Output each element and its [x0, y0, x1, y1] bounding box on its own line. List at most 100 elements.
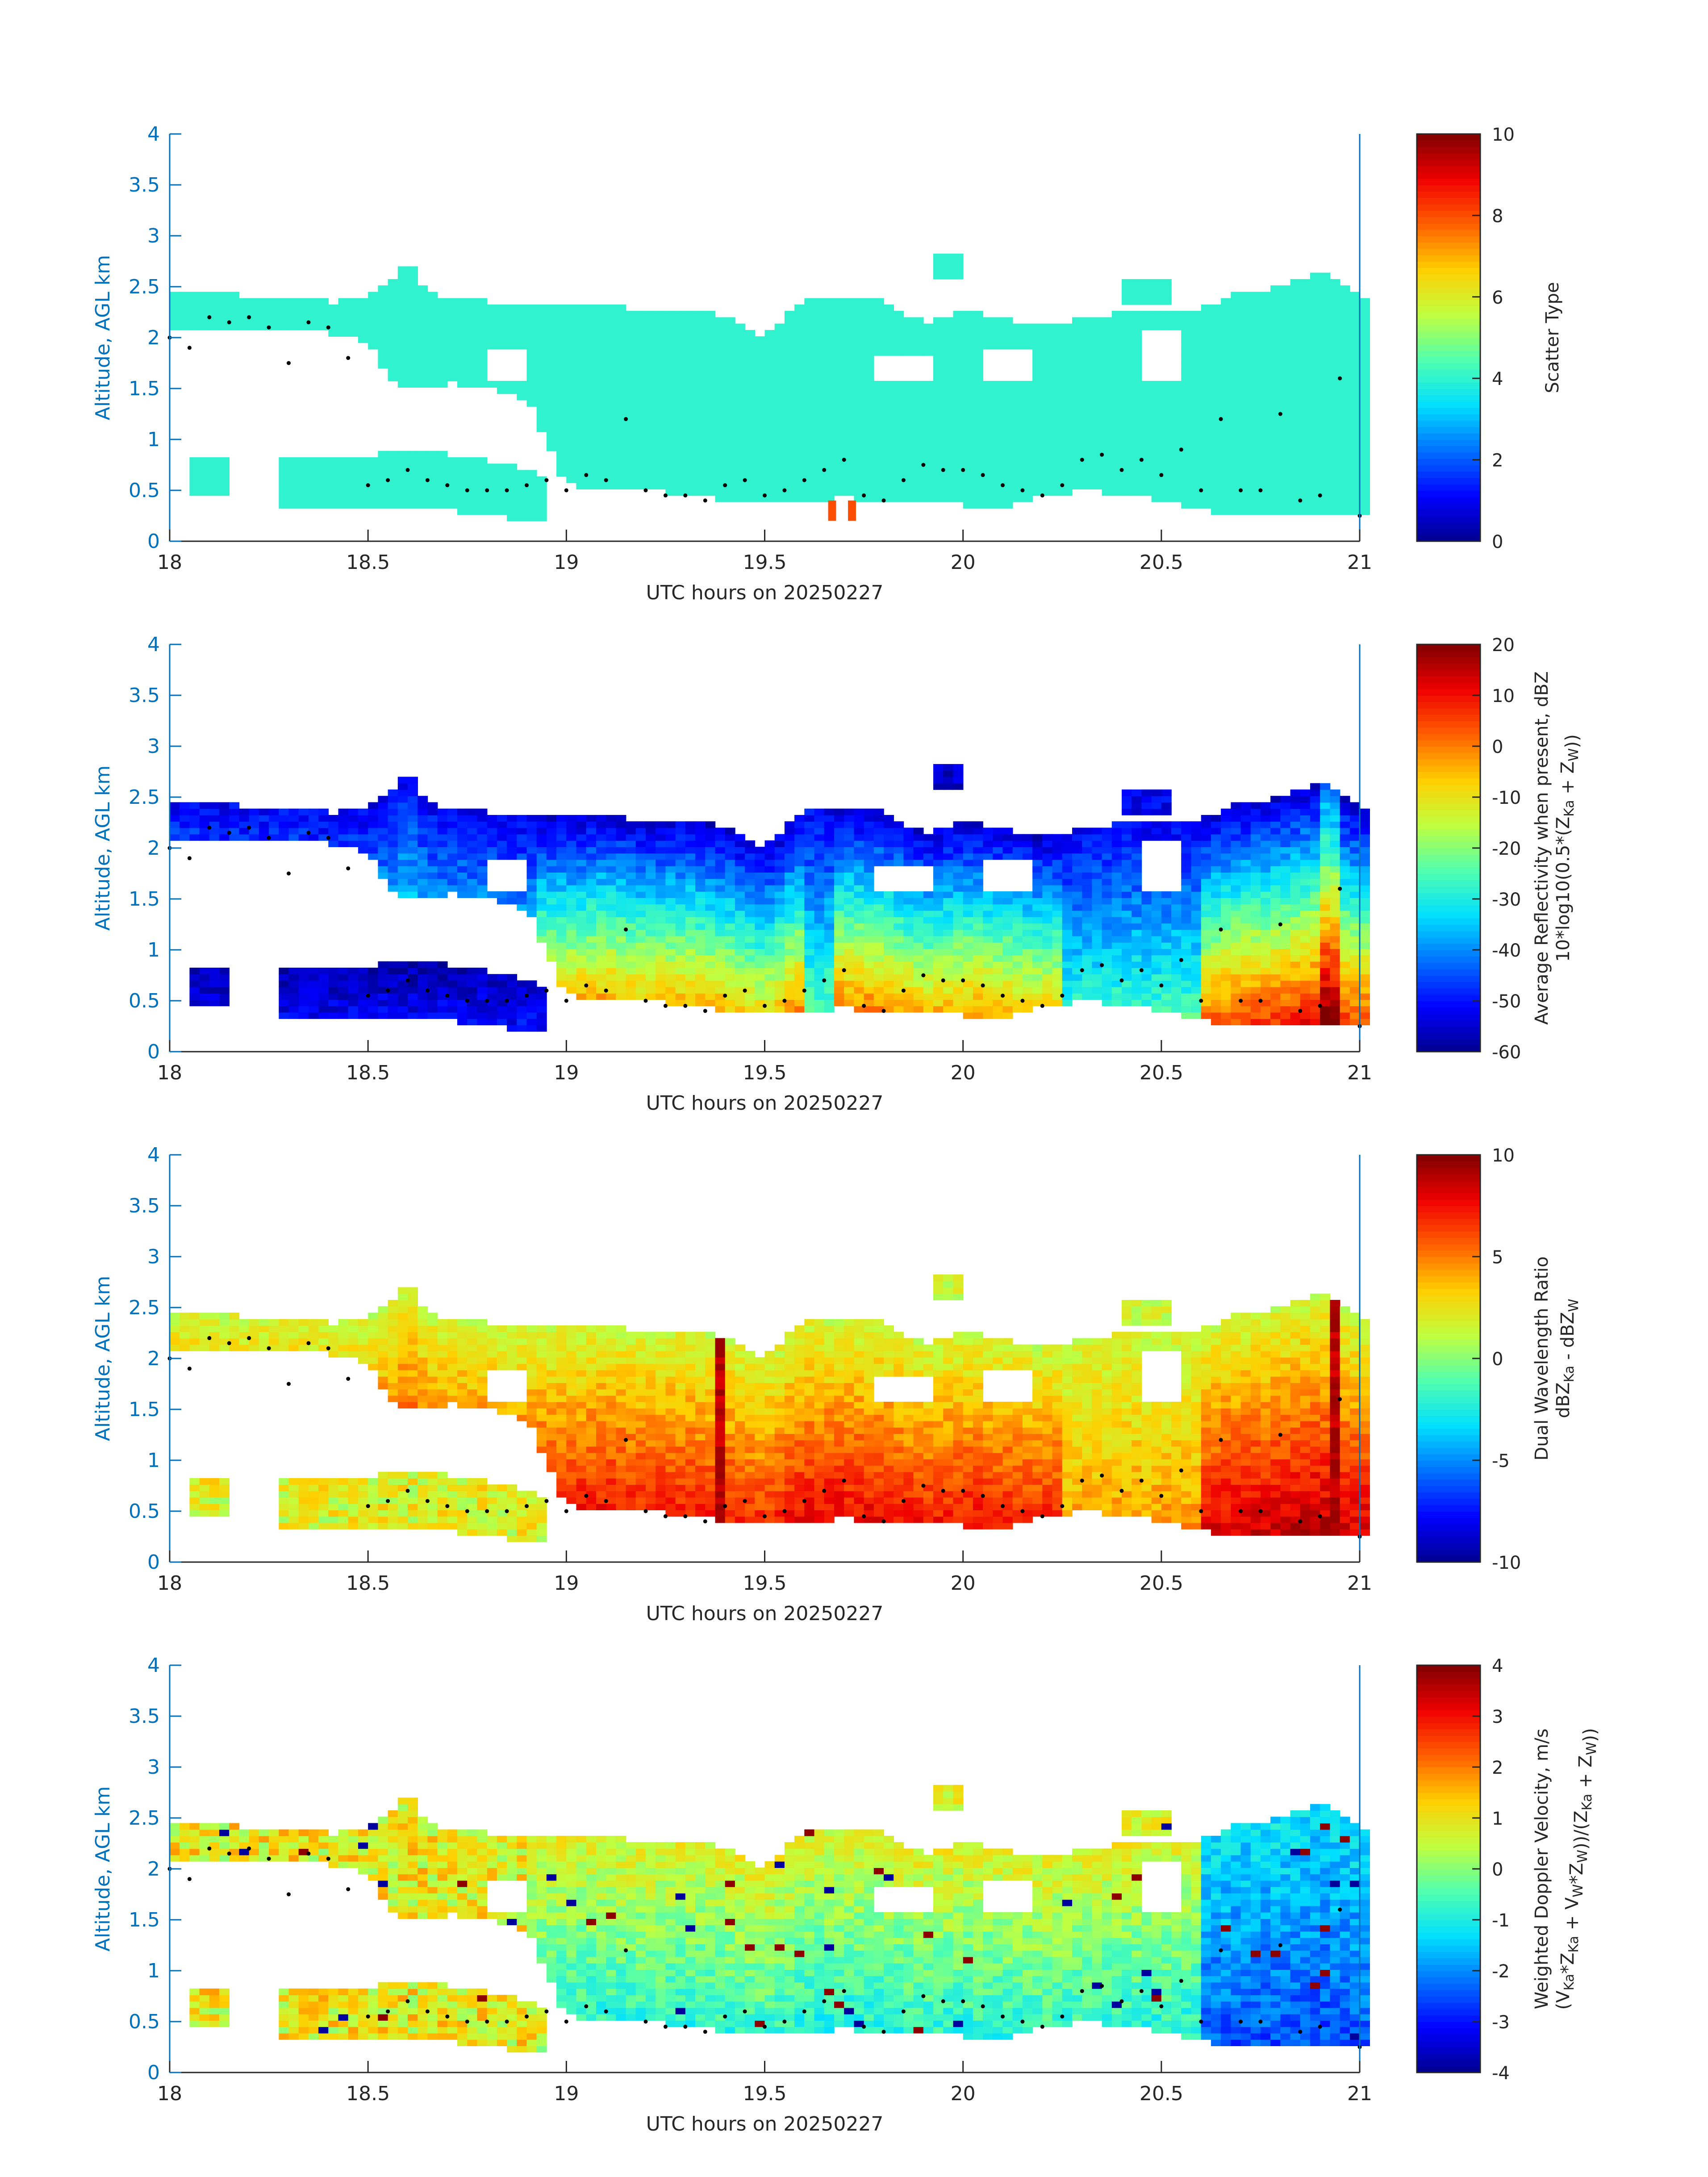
heatmap-cell	[1181, 451, 1192, 458]
heatmap-cell	[745, 387, 756, 394]
heatmap-cell	[1340, 501, 1350, 509]
heatmap-cell	[397, 967, 408, 974]
heatmap-cell	[903, 457, 914, 464]
heatmap-cell	[715, 343, 726, 350]
heatmap-cell	[338, 834, 349, 841]
heatmap-cell	[219, 464, 230, 471]
heatmap-cell	[1161, 298, 1172, 305]
heatmap-cell	[229, 323, 240, 330]
track-dot	[643, 488, 648, 493]
heatmap-cell	[873, 330, 884, 337]
heatmap-cell	[993, 419, 1003, 426]
heatmap-cell	[497, 1012, 507, 1019]
heatmap-cell	[824, 425, 835, 432]
heatmap-cell	[993, 380, 1003, 388]
heatmap-cell	[477, 815, 488, 822]
heatmap-cell	[556, 349, 567, 356]
heatmap-cell	[1141, 393, 1152, 401]
heatmap-cell	[1211, 482, 1221, 489]
heatmap-cell	[388, 298, 398, 305]
heatmap-cell	[596, 317, 606, 324]
heatmap-cell	[695, 853, 706, 860]
heatmap-cell	[378, 827, 388, 835]
heatmap-cell	[656, 955, 666, 962]
heatmap-cell	[606, 380, 617, 388]
heatmap-cell	[745, 349, 756, 356]
heatmap-cell	[675, 865, 686, 873]
heatmap-cell	[526, 834, 537, 841]
heatmap-cell	[239, 317, 250, 324]
heatmap-cell	[1111, 368, 1122, 375]
heatmap-cell	[1072, 362, 1082, 369]
heatmap-cell	[626, 482, 636, 489]
heatmap-cell	[308, 476, 319, 483]
heatmap-cell	[774, 444, 785, 451]
heatmap-cell	[873, 311, 884, 318]
heatmap-cell	[864, 910, 874, 917]
heatmap-cell	[873, 464, 884, 471]
heatmap-cell	[338, 967, 349, 974]
heatmap-cell	[764, 470, 775, 477]
heatmap-cell	[1320, 482, 1331, 489]
heatmap-cell	[834, 413, 844, 420]
heatmap-cell	[1290, 285, 1301, 292]
heatmap-cell	[1132, 355, 1142, 362]
heatmap-cell	[1349, 336, 1360, 343]
heatmap-cell	[1310, 457, 1320, 464]
heatmap-cell	[1330, 457, 1341, 464]
heatmap-cell	[1310, 431, 1320, 439]
heatmap-cell	[279, 815, 289, 822]
heatmap-cell	[1231, 444, 1241, 451]
heatmap-cell	[973, 362, 983, 369]
heatmap-cell	[824, 808, 835, 815]
heatmap-cell	[1260, 413, 1271, 420]
heatmap-cell	[983, 393, 994, 401]
heatmap-cell	[913, 999, 924, 1007]
heatmap-cell	[408, 878, 418, 886]
heatmap-cell	[913, 400, 924, 407]
heatmap-cell	[427, 336, 438, 343]
heatmap-cell	[1012, 482, 1023, 489]
heatmap-cell	[427, 872, 438, 879]
heatmap-cell	[784, 999, 795, 1007]
heatmap-cell	[517, 815, 527, 822]
heatmap-cell	[715, 929, 726, 936]
heatmap-cell	[606, 821, 617, 828]
heatmap-cell	[1330, 330, 1341, 337]
heatmap-cell	[418, 878, 428, 886]
heatmap-cell	[656, 431, 666, 439]
heatmap-cell	[606, 904, 617, 911]
heatmap-cell	[1250, 489, 1261, 496]
heatmap-cell	[784, 489, 795, 496]
heatmap-cell	[437, 847, 448, 854]
heatmap-cell	[685, 489, 696, 496]
heatmap-cell	[1141, 311, 1152, 318]
heatmap-cell	[378, 1012, 388, 1019]
heatmap-cell	[536, 304, 547, 311]
heatmap-cell	[854, 451, 864, 458]
heatmap-cell	[844, 368, 855, 375]
heatmap-cell	[903, 916, 914, 923]
heatmap-cell	[219, 304, 230, 311]
heatmap-cell	[884, 400, 894, 407]
heatmap-cell	[1310, 400, 1320, 407]
heatmap-cell	[1151, 495, 1162, 502]
heatmap-cell	[1122, 349, 1132, 356]
heatmap-cell	[526, 840, 537, 847]
heatmap-cell	[1082, 323, 1093, 330]
heatmap-cell	[546, 815, 557, 822]
heatmap-cell	[1132, 438, 1142, 445]
heatmap-cell	[854, 495, 864, 502]
heatmap-cell	[239, 827, 250, 835]
heatmap-cell	[824, 1006, 835, 1013]
heatmap-cell	[635, 438, 646, 445]
heatmap-cell	[695, 885, 706, 892]
heatmap-cell	[397, 777, 408, 784]
heatmap-cell	[1280, 311, 1291, 318]
heatmap-cell	[418, 815, 428, 822]
heatmap-cell	[388, 317, 398, 324]
heatmap-cell	[764, 362, 775, 369]
heatmap-cell	[894, 834, 904, 841]
heatmap-cell	[933, 489, 944, 496]
heatmap-cell	[824, 847, 835, 854]
